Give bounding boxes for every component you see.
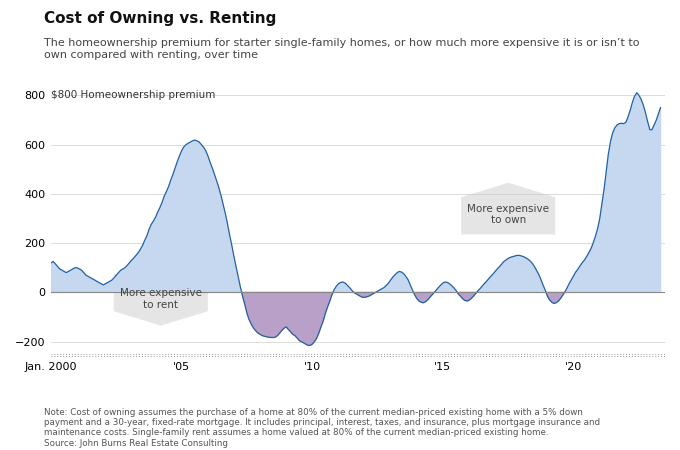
- Text: $800 Homeownership premium: $800 Homeownership premium: [51, 90, 216, 100]
- Text: Cost of Owning vs. Renting: Cost of Owning vs. Renting: [44, 11, 277, 26]
- Text: The homeownership premium for starter single-family homes, or how much more expe: The homeownership premium for starter si…: [44, 38, 640, 60]
- Polygon shape: [461, 183, 556, 234]
- Text: Note: Cost of owning assumes the purchase of a home at 80% of the current median: Note: Cost of owning assumes the purchas…: [44, 408, 600, 448]
- Polygon shape: [114, 274, 208, 326]
- Text: More expensive
to own: More expensive to own: [467, 204, 549, 225]
- Text: More expensive
to rent: More expensive to rent: [120, 288, 202, 310]
